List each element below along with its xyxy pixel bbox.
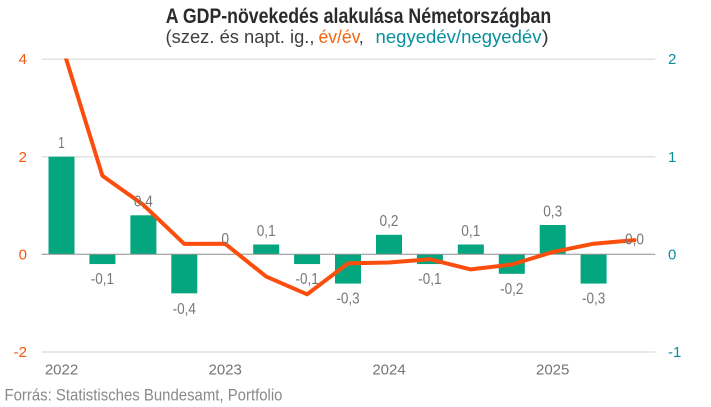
svg-text:0,1: 0,1 [461, 223, 480, 240]
svg-text:0,4: 0,4 [134, 194, 153, 211]
svg-text:-2: -2 [14, 344, 27, 361]
svg-text:Forrás: Statistisches Bundesam: Forrás: Statistisches Bundesamt, Portfol… [5, 386, 283, 404]
svg-text:-0,3: -0,3 [336, 291, 359, 308]
svg-text:-1: -1 [668, 344, 681, 361]
svg-text:0: 0 [221, 231, 229, 248]
svg-text:negyedév/negyedév: negyedév/negyedév [376, 27, 542, 47]
svg-text:0,2: 0,2 [380, 213, 399, 230]
svg-text:(szez. és napt. ig.,: (szez. és napt. ig., [166, 27, 315, 47]
svg-text:-0,3: -0,3 [582, 290, 605, 307]
svg-text:0,0: 0,0 [625, 232, 644, 249]
svg-text:0,3: 0,3 [543, 203, 562, 220]
svg-text:4: 4 [19, 51, 27, 68]
svg-text:év/év: év/év [319, 27, 361, 47]
svg-text:-0,1: -0,1 [418, 271, 441, 288]
svg-text:,: , [359, 27, 364, 47]
svg-text:-0,1: -0,1 [295, 271, 318, 288]
svg-text:-0,4: -0,4 [173, 301, 197, 318]
svg-text:2: 2 [19, 149, 27, 166]
svg-text:): ) [542, 27, 549, 47]
svg-text:A GDP-növekedés alakulása Néme: A GDP-növekedés alakulása Németországban [166, 5, 551, 28]
svg-text:0: 0 [19, 247, 27, 264]
svg-text:2022: 2022 [45, 362, 78, 379]
svg-text:2025: 2025 [536, 362, 569, 379]
svg-text:-0,2: -0,2 [500, 281, 523, 298]
svg-text:2023: 2023 [209, 362, 242, 379]
svg-text:0: 0 [668, 247, 676, 264]
svg-text:0,1: 0,1 [257, 223, 276, 240]
svg-text:2: 2 [668, 51, 676, 68]
svg-text:1: 1 [58, 135, 65, 152]
svg-text:2024: 2024 [372, 362, 405, 379]
svg-text:-0,1: -0,1 [91, 271, 114, 288]
svg-text:1: 1 [668, 149, 676, 166]
